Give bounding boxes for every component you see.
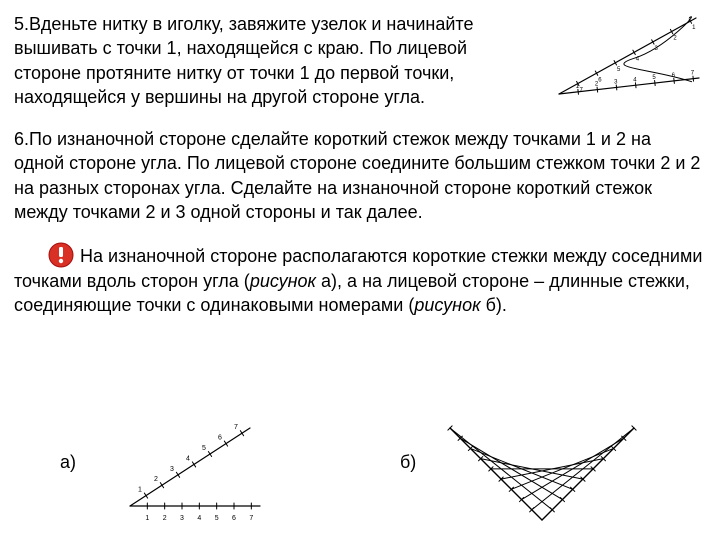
figure-a: 1 2 3 4 5 6 7 1 2 3 4 5 6 7	[100, 418, 270, 528]
svg-text:2: 2	[163, 515, 167, 522]
svg-text:7: 7	[691, 71, 695, 77]
svg-text:1: 1	[692, 25, 696, 31]
paragraph-7-risunok-b: рисунок	[414, 295, 480, 315]
svg-text:4: 4	[633, 77, 637, 83]
svg-text:7: 7	[249, 515, 253, 522]
figure-a-label: а)	[60, 450, 76, 474]
figure-row: а) 1 2 3 4 5 6 7 1 2 3 4 5 6 7 б)	[0, 418, 720, 528]
figure-top: 76543211234567	[541, 8, 706, 108]
figure-b	[442, 420, 642, 525]
svg-text:5: 5	[202, 445, 206, 452]
svg-text:6: 6	[218, 435, 222, 442]
paragraph-5: 5.Вденьте нитку в иголку, завяжите узело…	[14, 12, 504, 109]
svg-text:3: 3	[170, 466, 174, 473]
svg-text:4: 4	[186, 455, 190, 462]
svg-text:2: 2	[154, 476, 158, 483]
svg-text:7: 7	[234, 424, 238, 431]
svg-text:3: 3	[180, 515, 184, 522]
svg-text:6: 6	[598, 77, 602, 83]
svg-text:5: 5	[617, 67, 621, 73]
svg-text:1: 1	[138, 487, 142, 494]
figure-b-label: б)	[400, 450, 416, 474]
svg-text:5: 5	[652, 75, 656, 81]
paragraph-6: 6.По изнаночной стороне сделайте коротки…	[14, 127, 706, 224]
paragraph-7-risunok-a: рисунок	[250, 271, 316, 291]
svg-text:3: 3	[614, 79, 618, 85]
paragraph-7: На изнаночной стороне располагаются коро…	[14, 242, 706, 317]
paragraph-7-text-c: б).	[481, 295, 507, 315]
svg-text:6: 6	[232, 515, 236, 522]
svg-text:5: 5	[215, 515, 219, 522]
svg-text:1: 1	[145, 515, 149, 522]
svg-text:4: 4	[197, 515, 201, 522]
svg-text:2: 2	[673, 36, 677, 42]
svg-text:6: 6	[672, 73, 676, 79]
warning-icon	[48, 242, 74, 268]
